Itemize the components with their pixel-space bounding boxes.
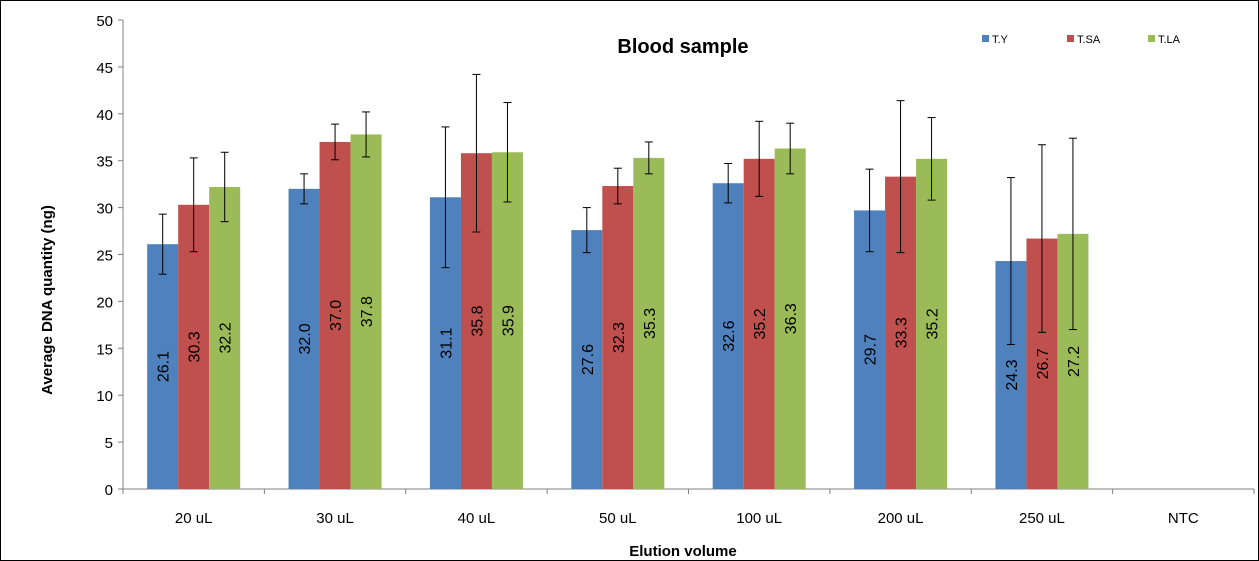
x-tick-label: 250 uL	[1019, 510, 1065, 527]
data-label: 32.0	[297, 323, 314, 354]
x-tick-label: 20 uL	[175, 510, 213, 527]
data-label: 27.2	[1066, 346, 1083, 377]
data-label: 30.3	[187, 331, 204, 362]
legend-swatch	[982, 35, 989, 42]
legend: T.Y T.SA T.LA	[982, 34, 1181, 46]
x-tick-label: 40 uL	[458, 510, 496, 527]
data-label: 35.2	[752, 308, 769, 339]
y-tick-label: 25	[96, 248, 113, 265]
y-tick-label: 35	[96, 154, 113, 171]
legend-swatch	[1067, 35, 1074, 42]
bar-ty	[854, 210, 886, 489]
bar-tla	[350, 134, 382, 489]
data-label: 37.0	[328, 300, 345, 331]
bar-tsa	[743, 158, 775, 489]
legend-label: T.LA	[1158, 34, 1181, 46]
y-tick-label: 20	[96, 294, 113, 311]
legend-swatch	[1148, 35, 1155, 42]
bar-ty	[147, 244, 179, 489]
data-label: 32.6	[721, 320, 738, 351]
data-label: 27.6	[580, 344, 597, 375]
data-label: 35.2	[925, 308, 942, 339]
data-label: 26.1	[156, 351, 173, 382]
bar-ty	[712, 183, 744, 489]
data-label: 24.3	[1004, 359, 1021, 390]
bar-tla	[209, 186, 241, 490]
x-tick-label: 50 uL	[599, 510, 637, 527]
y-tick-label: 5	[105, 435, 113, 452]
x-tick-label: 100 uL	[736, 510, 782, 527]
data-label: 35.3	[642, 308, 659, 339]
bar-tsa	[602, 186, 634, 489]
x-tick-label: NTC	[1168, 510, 1199, 527]
y-tick-label: 10	[96, 388, 113, 405]
x-axis-title: Elution volume	[629, 543, 737, 560]
data-label: 32.2	[218, 322, 235, 353]
data-label: 29.7	[863, 334, 880, 365]
bar-ty	[571, 230, 603, 489]
data-label: 26.7	[1035, 348, 1052, 379]
y-tick-label: 0	[105, 482, 113, 499]
data-label: 32.3	[611, 322, 628, 353]
bar-tla	[491, 152, 523, 489]
y-tick-label: 45	[96, 60, 113, 77]
y-tick-label: 50	[96, 13, 113, 30]
bar-tla	[774, 148, 806, 490]
data-label: 36.3	[783, 303, 800, 334]
legend-label: T.Y	[992, 34, 1009, 46]
data-label: 35.9	[500, 305, 517, 336]
data-label: 37.8	[359, 296, 376, 327]
data-label: 33.3	[894, 317, 911, 348]
bar-tsa	[319, 141, 351, 489]
x-tick-label: 200 uL	[878, 510, 924, 527]
data-label: 35.8	[469, 305, 486, 336]
legend-label: T.SA	[1077, 34, 1101, 46]
data-label: 31.1	[438, 327, 455, 358]
y-axis-title: Average DNA quantity (ng)	[39, 205, 56, 395]
bar-tla	[633, 157, 665, 490]
x-tick-label: 30 uL	[316, 510, 354, 527]
y-tick-label: 15	[96, 341, 113, 358]
chart-title: Blood sample	[617, 36, 748, 58]
y-tick-label: 30	[96, 201, 113, 218]
bar-tla	[916, 158, 948, 489]
y-tick-label: 40	[96, 107, 113, 124]
bar-ty	[288, 188, 320, 489]
